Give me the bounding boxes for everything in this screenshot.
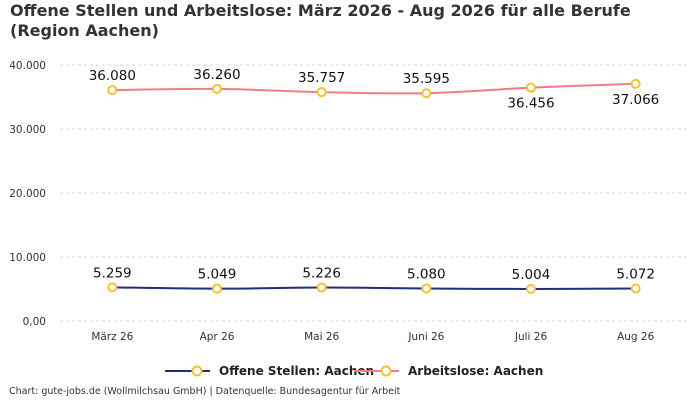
y-tick-label: 0,00 <box>23 316 46 328</box>
y-tick-label: 30.000 <box>9 124 46 136</box>
data-label: 5.080 <box>407 266 446 282</box>
data-label: 37.066 <box>612 92 659 108</box>
legend-marker <box>380 365 392 377</box>
data-label: 35.595 <box>403 71 450 87</box>
x-axis: März 26 Apr 26 Mai 26 Juni 26 Juli 26 Aug 26 <box>91 331 654 343</box>
y-tick-label: 10.000 <box>9 252 46 264</box>
x-tick-label: Apr 26 <box>200 331 235 343</box>
y-tick-label: 40.000 <box>9 60 46 72</box>
data-label: 5.259 <box>93 265 132 281</box>
data-point[interactable] <box>526 283 536 294</box>
data-labels: 5.259 5.049 5.226 5.080 5.004 5.072 36.080 36.2… <box>89 67 660 283</box>
legend-item[interactable]: Offene Stellen: Aachen <box>165 364 374 378</box>
chart-title: Offene Stellen und Arbeitslose: März 202… <box>10 1 631 40</box>
x-tick-label: Mai 26 <box>304 331 339 343</box>
x-tick-label: Aug 26 <box>617 331 655 343</box>
legend[interactable]: Offene Stellen: Aachen Arbeitslose: Aache… <box>165 364 543 378</box>
data-label: 5.049 <box>198 267 237 283</box>
legend-item[interactable]: Arbeitslose: Aachen <box>354 364 543 378</box>
source-note: Chart: gute-jobs.de (Wollmilchsau GmbH) … <box>9 386 401 397</box>
data-point[interactable] <box>212 283 222 294</box>
series-line <box>112 82 636 95</box>
data-point[interactable] <box>421 88 432 99</box>
data-point[interactable] <box>421 283 432 294</box>
y-tick-label: 20.000 <box>9 188 46 200</box>
data-label: 36.456 <box>507 96 554 112</box>
data-point[interactable] <box>630 283 641 294</box>
data-point[interactable] <box>526 82 536 93</box>
y-axis: 0,00 10.000 20.000 30.000 40.000 <box>9 60 46 328</box>
data-label: 5.226 <box>302 266 341 282</box>
data-point[interactable] <box>212 83 222 94</box>
data-label: 5.004 <box>512 267 551 283</box>
grid-lines <box>60 64 688 322</box>
data-point[interactable] <box>630 78 641 89</box>
data-label: 36.080 <box>89 68 136 84</box>
data-point[interactable] <box>107 282 118 293</box>
x-tick-label: Juni 26 <box>407 331 444 343</box>
data-point[interactable] <box>316 282 327 293</box>
data-label: 36.260 <box>193 67 240 83</box>
data-label: 5.072 <box>616 267 655 283</box>
legend-marker <box>191 365 203 377</box>
data-point[interactable] <box>107 85 118 96</box>
legend-label: Arbeitslose: Aachen <box>408 364 543 378</box>
series-line <box>112 286 636 290</box>
data-point[interactable] <box>316 87 327 98</box>
x-tick-label: März 26 <box>91 331 133 343</box>
x-tick-label: Juli 26 <box>514 331 548 343</box>
data-label: 35.757 <box>298 70 345 86</box>
data-points <box>107 78 641 294</box>
legend-label: Offene Stellen: Aachen <box>219 364 374 378</box>
series-lines <box>112 82 636 290</box>
